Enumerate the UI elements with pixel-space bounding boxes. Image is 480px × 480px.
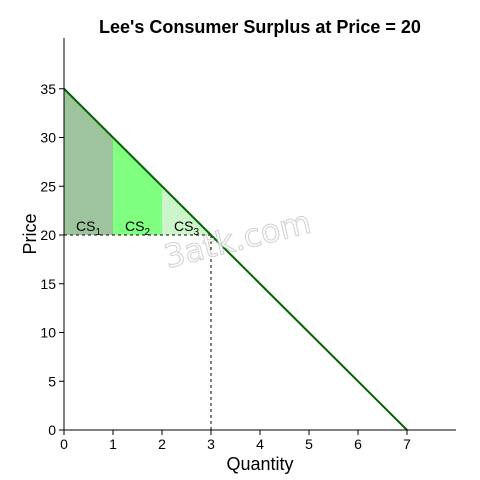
x-tick-label: 2 (158, 436, 166, 452)
x-tick-label: 0 (60, 436, 68, 452)
surplus-label-1: CS1 (76, 218, 101, 238)
y-tick-label: 15 (40, 276, 56, 292)
y-tick-label: 20 (40, 227, 56, 243)
surplus-region-1 (64, 88, 113, 235)
y-tick-label: 0 (48, 422, 56, 438)
y-axis-label: Price (20, 213, 40, 254)
surplus-labels: CS1 CS2 CS3 (76, 218, 199, 238)
surplus-label-2: CS2 (125, 218, 150, 238)
x-tick-label: 1 (109, 436, 117, 452)
surplus-region-2 (113, 137, 162, 235)
y-tick-label: 10 (40, 325, 56, 341)
x-axis-label: Quantity (226, 454, 293, 474)
y-tick-label: 35 (40, 81, 56, 97)
guide-lines (64, 234, 212, 430)
y-tick-label: 5 (48, 373, 56, 389)
y-tick-label: 30 (40, 130, 56, 146)
chart-title: Lee's Consumer Surplus at Price = 20 (99, 17, 421, 37)
x-tick-label: 3 (207, 436, 215, 452)
demand-curve-group (63, 88, 408, 431)
demand-line (63, 88, 408, 431)
x-tick-label: 6 (354, 436, 362, 452)
x-tick-label: 7 (403, 436, 411, 452)
y-tick-label: 25 (40, 178, 56, 194)
axes: 0 1 2 3 4 5 6 7 0 5 10 15 20 25 30 35 (40, 38, 456, 452)
surplus-label-3: CS3 (174, 218, 199, 238)
x-tick-label: 4 (256, 436, 264, 452)
x-tick-label: 5 (305, 436, 313, 452)
